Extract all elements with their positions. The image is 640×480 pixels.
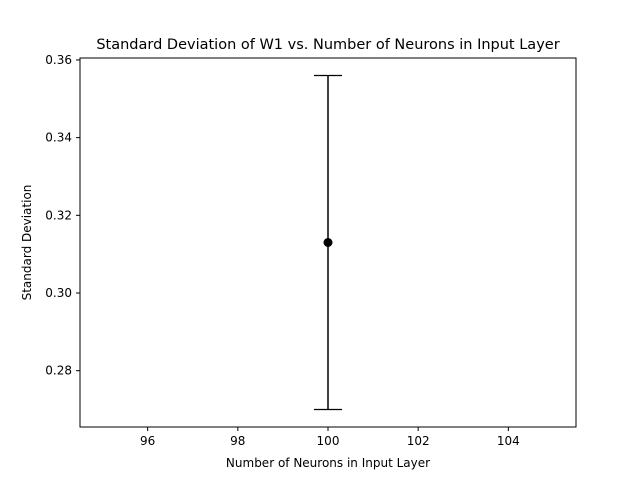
data-point xyxy=(323,238,333,247)
x-axis-label: Number of Neurons in Input Layer xyxy=(226,456,430,470)
x-tick-label: 98 xyxy=(230,434,245,448)
y-axis: 0.28 0.30 0.32 0.34 0.36 xyxy=(45,53,80,378)
y-tick-label: 0.34 xyxy=(45,131,72,145)
y-tick-label: 0.36 xyxy=(45,53,72,67)
y-axis-label: Standard Deviation xyxy=(20,185,34,301)
x-tick-label: 100 xyxy=(317,434,340,448)
x-tick-label: 102 xyxy=(407,434,430,448)
data-marks xyxy=(314,74,342,411)
y-tick-label: 0.30 xyxy=(45,286,72,300)
x-tick-label: 96 xyxy=(140,434,155,448)
x-tick-label: 104 xyxy=(497,434,520,448)
chart-title: Standard Deviation of W1 vs. Number of N… xyxy=(96,37,559,53)
y-tick-label: 0.28 xyxy=(45,364,72,378)
x-axis: 96 98 100 102 104 xyxy=(140,427,520,448)
y-tick-label: 0.32 xyxy=(45,208,72,222)
